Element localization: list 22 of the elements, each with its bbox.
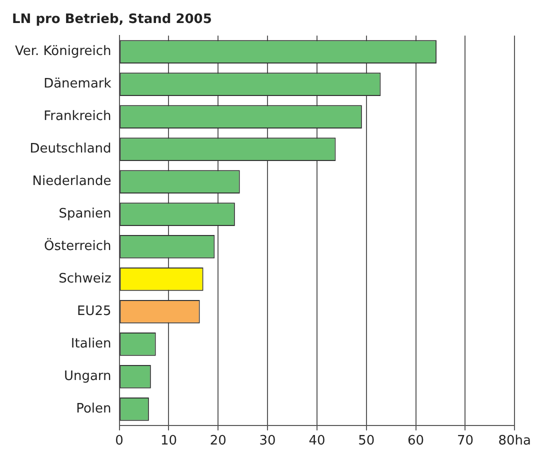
y-tick-label: Ver. Königreich [14,44,112,60]
y-tick-label: Niederlande [32,174,112,190]
x-tick-label: 50 [358,434,375,449]
y-tick-label: Frankreich [44,109,112,124]
y-tick-label: Dänemark [44,76,112,92]
y-tick-label: Deutschland [30,142,112,157]
x-tick-label: 20 [210,434,226,449]
y-tick-label: EU25 [77,304,112,320]
x-tick-label: 0 [115,434,124,449]
chart-title: LN pro Betrieb, Stand 2005 [12,12,212,28]
x-tick-label: 70 [456,434,474,449]
y-tick-label: Polen [76,402,112,417]
x-tick-label: 10 [160,434,177,449]
y-tick-label: Spanien [58,206,112,222]
y-tick-label: Italien [70,336,112,352]
x-tick-label: 40 [308,434,326,449]
y-tick-label: Schweiz [58,272,112,287]
x-tick-label: 60 [408,434,424,449]
x-tick-label: 30 [259,434,276,449]
y-tick-label: Österreich [44,238,112,254]
x-tick-label: 80ha [498,434,531,449]
y-tick-label: Ungarn [64,369,112,384]
